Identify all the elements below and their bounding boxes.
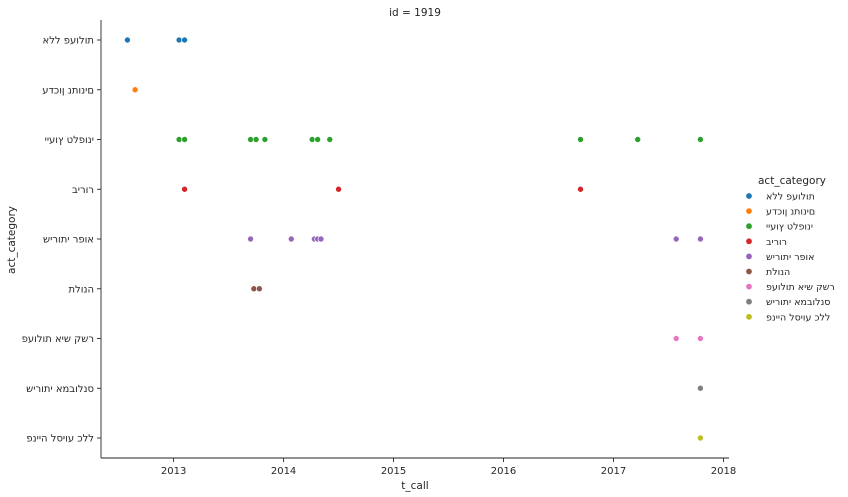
x-tick-label: 2017 [601,466,626,477]
x-tick-label: 2015 [381,466,406,477]
data-point [697,136,704,143]
x-tick-label: 2018 [711,466,736,477]
legend-label: ינופלט ץועיי [766,222,813,233]
data-point [175,36,183,44]
data-point [250,285,258,293]
legend-marker [745,252,753,260]
data-point [247,235,254,243]
legend-label: רשק שיא תולועפ [766,282,835,293]
y-tick-label: סנלובמא יתוריש [26,384,94,395]
legend-marker [745,237,753,245]
legend-label: תולועפ ללא [766,192,815,203]
data-point [697,434,704,442]
legend-label: םינותנ ןוכדע [766,207,815,218]
data-point [672,235,680,243]
legend: act_category תולועפ ללא םינותנ ןוכדע ינופלט… [745,175,835,323]
data-point [175,136,183,143]
legend-marker [745,207,753,215]
data-point [335,185,342,193]
data-point [326,136,334,143]
data-point [252,136,260,143]
data-point [124,36,131,44]
legend-marker [745,313,753,321]
legend-title: act_category [758,175,826,187]
x-tick-label: 2013 [161,466,186,477]
chart-title: id = 1919 [389,7,441,19]
x-tick-label: 2016 [491,466,516,477]
legend-marker [745,222,753,230]
y-axis-title: act_category [6,206,18,274]
data-point [247,136,254,143]
data-point [181,136,188,143]
data-point [577,136,584,143]
y-tick-label: םינותנ ןוכדע [42,85,94,96]
y-tick-label: ללכ עויסל היינפ [26,434,94,445]
y-tick-label: תולועפ ללא [43,36,94,47]
data-point [317,235,325,243]
y-tick-label: ינופלט ץועיי [45,135,94,146]
legend-label: הנולת [766,267,790,278]
legend-marker [745,298,753,306]
data-point [697,384,704,392]
data-point [634,136,642,143]
legend-label: אופר יתוריש [766,252,814,263]
data-point [577,185,584,193]
x-axis-title: t_call [401,480,428,492]
y-tick-label: הנולת [68,284,94,295]
data-point [256,285,263,293]
legend-marker [745,267,753,275]
data-point [672,335,680,342]
data-point [181,36,188,44]
data-point [131,86,139,94]
x-tick-label: 2014 [271,466,296,477]
legend-marker [745,192,753,200]
data-point [697,335,704,342]
data-point [261,136,269,143]
data-point [287,235,295,243]
plot-area: 2013 2014 2015 2016 2017 2018 תולועפ ללא םינותנ… [22,20,736,477]
y-tick-label: אופר יתוריש [43,235,94,246]
y-tick-label: רשק שיא תולועפ [22,334,94,345]
data-point [697,235,704,243]
y-tick-label: רוריב [72,185,94,196]
legend-marker [745,283,753,291]
data-point [314,136,321,143]
legend-label: סנלובמא יתוריש [766,297,830,308]
legend-label: רוריב [766,237,787,248]
legend-label: ללכ עויסל היינפ [766,312,830,323]
data-point [181,185,188,193]
data-point [308,136,316,143]
